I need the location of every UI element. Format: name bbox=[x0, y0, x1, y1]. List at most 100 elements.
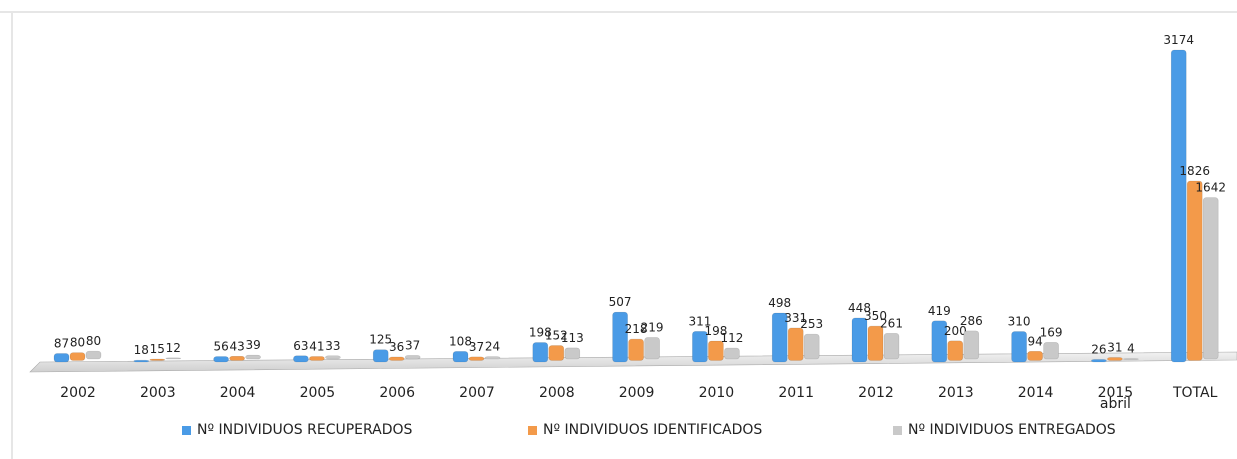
data-label: 12 bbox=[166, 341, 181, 355]
bar bbox=[564, 347, 581, 360]
bar bbox=[388, 356, 405, 361]
bar bbox=[1170, 49, 1187, 363]
data-label: 26 bbox=[1091, 342, 1106, 356]
bar bbox=[612, 311, 628, 363]
bar bbox=[1186, 180, 1203, 361]
x-tick-label: 2008 bbox=[538, 385, 575, 401]
data-label: 286 bbox=[960, 314, 983, 328]
data-label: 198 bbox=[704, 324, 727, 338]
bar bbox=[548, 345, 565, 361]
bar bbox=[245, 354, 261, 360]
data-label: 507 bbox=[609, 295, 632, 309]
legend-item: Nº INDIVIDUOS ENTREGADOS bbox=[893, 422, 1116, 438]
x-tick-label: 2004 bbox=[219, 385, 256, 401]
data-label: 80 bbox=[70, 336, 85, 350]
x-tick-label: 2003 bbox=[139, 385, 176, 401]
data-label: 125 bbox=[369, 333, 392, 347]
data-label: 261 bbox=[880, 316, 903, 330]
bar bbox=[404, 355, 421, 360]
data-label: 1642 bbox=[1195, 181, 1226, 195]
data-label: 87 bbox=[54, 336, 69, 350]
bar bbox=[133, 359, 150, 363]
data-label: 24 bbox=[485, 340, 500, 354]
bar bbox=[708, 340, 724, 361]
bar bbox=[803, 333, 820, 360]
data-label: 3174 bbox=[1163, 33, 1194, 47]
bar bbox=[309, 356, 325, 361]
x-tick-label: 2011 bbox=[778, 385, 814, 401]
bar bbox=[1107, 357, 1123, 361]
data-label: 18 bbox=[134, 343, 149, 357]
x-tick-label: 2015 abril bbox=[1097, 385, 1134, 412]
bar bbox=[947, 340, 964, 361]
bar bbox=[628, 338, 644, 361]
bar bbox=[644, 337, 660, 360]
data-label: 350 bbox=[864, 309, 887, 323]
bar bbox=[229, 355, 245, 361]
bar bbox=[165, 357, 182, 360]
bar bbox=[532, 342, 549, 363]
bar bbox=[213, 356, 229, 363]
bar bbox=[931, 320, 948, 363]
x-tick-label: 2012 bbox=[858, 385, 894, 401]
x-tick-label: 2002 bbox=[60, 385, 96, 401]
data-label: 112 bbox=[720, 331, 743, 345]
data-label: 63 bbox=[293, 339, 308, 353]
data-label: 4 bbox=[1127, 342, 1135, 356]
bar bbox=[484, 356, 501, 360]
legend-swatch bbox=[893, 425, 902, 435]
data-label: 37 bbox=[469, 340, 484, 354]
data-label: 310 bbox=[1008, 315, 1031, 329]
bar bbox=[325, 355, 341, 360]
x-tick-label: 2013 bbox=[937, 385, 974, 401]
bar bbox=[771, 312, 788, 363]
bar bbox=[787, 327, 804, 361]
data-label: 37 bbox=[405, 338, 420, 352]
legend-label: Nº INDIVIDUOS IDENTIFICADOS bbox=[543, 422, 763, 438]
bar bbox=[293, 355, 309, 363]
bar bbox=[1123, 358, 1139, 360]
bar bbox=[963, 330, 980, 360]
data-label: 200 bbox=[944, 324, 967, 338]
bar bbox=[1011, 331, 1027, 363]
bar bbox=[149, 358, 166, 361]
bar bbox=[452, 351, 469, 363]
bar bbox=[867, 325, 884, 361]
data-label: 448 bbox=[848, 301, 871, 315]
data-label: 39 bbox=[245, 338, 260, 352]
x-tick-label: 2014 bbox=[1017, 385, 1054, 401]
x-tick-label: 2009 bbox=[618, 385, 655, 401]
data-label: 36 bbox=[389, 340, 404, 354]
bar bbox=[468, 356, 485, 361]
data-label: 80 bbox=[86, 334, 101, 348]
data-label: 31 bbox=[1107, 340, 1122, 354]
data-label: 152 bbox=[545, 329, 568, 343]
bar bbox=[372, 349, 389, 363]
x-tick-label: 2006 bbox=[379, 385, 415, 401]
bar bbox=[69, 352, 86, 361]
data-label: 56 bbox=[213, 339, 228, 353]
data-label: 108 bbox=[449, 334, 472, 348]
data-label: 15 bbox=[150, 342, 165, 356]
bar bbox=[53, 353, 70, 363]
data-label: 331 bbox=[784, 311, 807, 325]
bar bbox=[1027, 350, 1043, 361]
x-tick-label: TOTAL bbox=[1172, 385, 1218, 401]
legend-label: Nº INDIVIDUOS RECUPERADOS bbox=[197, 422, 413, 438]
legend-item: Nº INDIVIDUOS IDENTIFICADOS bbox=[528, 422, 762, 438]
data-label: 94 bbox=[1027, 334, 1042, 348]
bar bbox=[851, 317, 868, 363]
legend-label: Nº INDIVIDUOS ENTREGADOS bbox=[908, 422, 1116, 438]
legend-swatch bbox=[528, 425, 537, 435]
data-label: 198 bbox=[529, 326, 552, 340]
data-label: 498 bbox=[768, 296, 791, 310]
legend-swatch bbox=[182, 425, 191, 435]
data-label: 419 bbox=[928, 304, 951, 318]
x-tick-label: 2010 bbox=[698, 385, 735, 401]
data-label: 253 bbox=[800, 317, 823, 331]
data-label: 218 bbox=[625, 322, 648, 336]
data-label: 41 bbox=[309, 339, 324, 353]
x-tick-label: 2007 bbox=[459, 385, 495, 401]
